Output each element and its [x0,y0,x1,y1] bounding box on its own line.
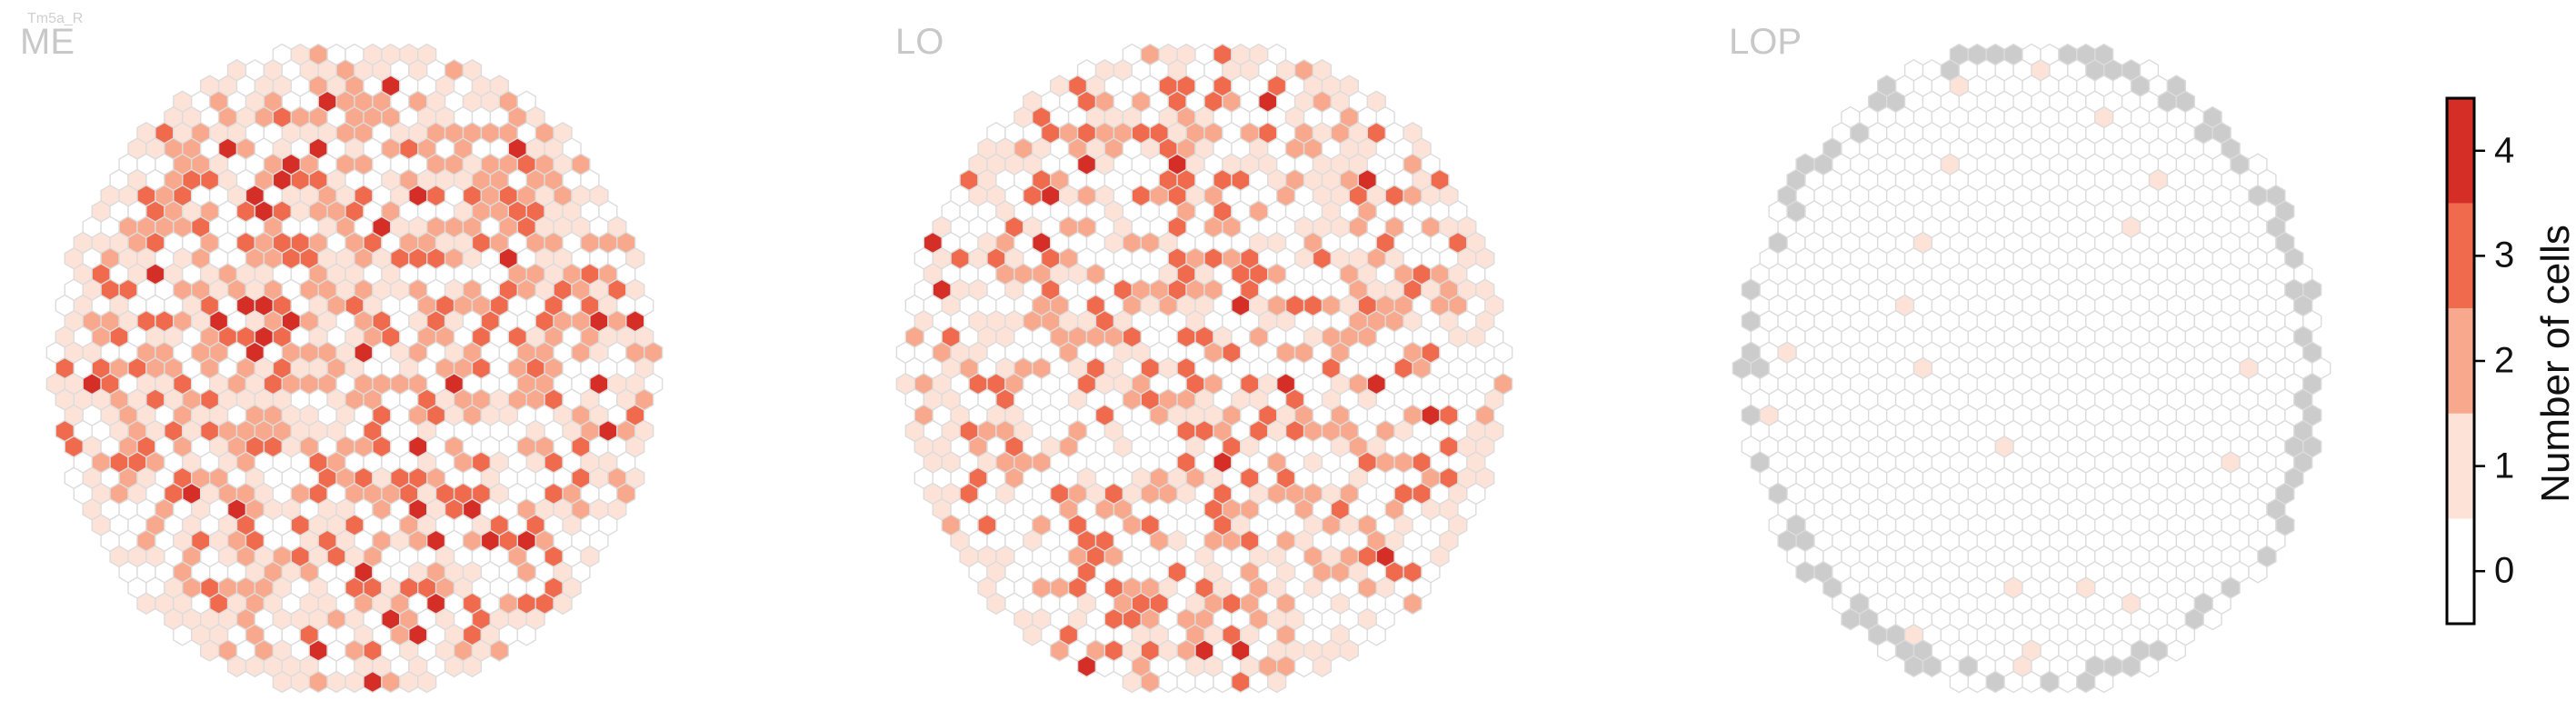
hex-cell [1795,560,1815,584]
hex-cell [2248,560,2268,584]
hex-cell [1922,655,1942,678]
hex-cell [1176,670,1196,694]
colorbar-tick-label: 0 [2494,550,2515,591]
hex-cell [326,670,346,694]
panel-me-hexgrid [45,43,664,694]
hex-cell [553,592,573,616]
hex-cell [2093,670,2114,694]
colorbar [2445,96,2485,626]
hex-cell [986,592,1006,616]
hex-cell [1213,670,1233,694]
colorbar-tick-label: 1 [2494,446,2515,486]
colorbar-tick-label: 2 [2494,340,2515,381]
figure-title: Tm5a_R [27,11,84,26]
hex-cell [462,655,483,678]
colorbar-tick-label: 3 [2494,235,2515,275]
hex-cell [226,655,247,678]
hex-cell [2202,607,2222,631]
hex-cell [2040,670,2060,694]
panel-title-me: ME [20,22,75,62]
hex-cell [444,655,464,678]
hex-cell [363,670,383,694]
hex-cell [1403,592,1423,616]
hex-cell [1231,670,1251,694]
hex-cell [1023,623,1043,646]
hex-cell [2058,670,2078,694]
hex-cell [1249,670,1269,694]
hex-cell [1122,670,1143,694]
hex-cell [1158,670,1178,694]
hex-cell [1985,670,2005,694]
colorbar-tick-label: 4 [2494,130,2515,171]
hex-cell [1339,639,1360,662]
colorbar-bin-3 [2447,203,2474,309]
hex-cell [381,670,401,694]
hex-cell [1312,655,1333,678]
colorbar-bin-2 [2447,308,2474,414]
hex-cell [1140,670,1160,694]
panel-title-lo: LO [895,22,944,62]
hex-cell [308,670,328,694]
hex-cell [399,670,419,694]
hex-cell [2121,655,2142,678]
hex-cell [516,623,536,646]
hex-cell [1841,607,1861,631]
hex-cell [2003,670,2023,694]
hex-cell [272,670,292,694]
hex-cell [136,592,156,616]
hex-cell [2022,670,2042,694]
hex-cell [1967,670,1987,694]
panel-title-lop: LOP [1729,22,1802,62]
hex-cell [344,670,364,694]
hex-cell [1094,655,1115,678]
panel-lop-hexgrid [1732,43,2331,694]
colorbar-bin-4 [2447,98,2474,204]
hex-cell [1876,639,1897,662]
hex-cell [2076,670,2096,694]
hex-cell [2139,655,2160,678]
hex-cell [1293,655,1314,678]
hex-cell [1049,639,1070,662]
hex-cell [173,623,193,646]
hex-cell [245,655,265,678]
hex-cell [417,670,437,694]
colorbar-bin-0 [2447,518,2474,624]
hex-cell [1266,670,1287,694]
colorbar-label: Number of cells [2533,225,2576,503]
hex-cell [489,639,509,662]
hex-cell [1949,670,1970,694]
hex-cell [1903,655,1924,678]
hex-cell [290,670,310,694]
hex-cell [1076,655,1097,678]
panel-lo-hexgrid [895,43,1513,694]
hex-cell [199,639,220,662]
colorbar-bin-1 [2447,413,2474,519]
hex-cell [1366,623,1386,646]
hex-cell [1194,670,1214,694]
hex-cell [2166,639,2187,662]
